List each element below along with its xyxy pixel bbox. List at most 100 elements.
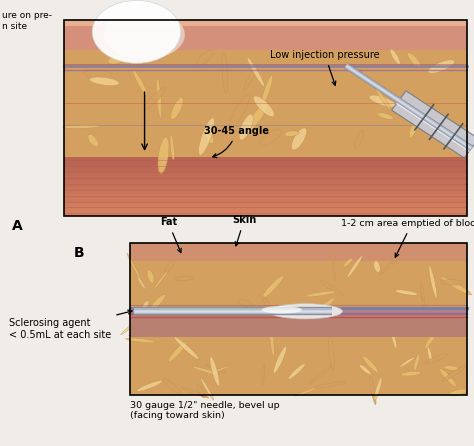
Ellipse shape <box>126 338 155 343</box>
Ellipse shape <box>90 77 119 86</box>
Ellipse shape <box>414 354 419 371</box>
Ellipse shape <box>168 342 187 362</box>
Ellipse shape <box>407 53 421 68</box>
Ellipse shape <box>310 365 332 383</box>
Polygon shape <box>130 337 467 395</box>
Ellipse shape <box>174 337 199 359</box>
Ellipse shape <box>205 128 214 144</box>
Ellipse shape <box>314 382 346 388</box>
Polygon shape <box>130 243 467 261</box>
Ellipse shape <box>181 387 209 398</box>
Ellipse shape <box>196 50 213 66</box>
Ellipse shape <box>359 365 371 375</box>
Ellipse shape <box>428 60 455 73</box>
Ellipse shape <box>92 0 181 63</box>
Polygon shape <box>392 91 474 158</box>
Ellipse shape <box>374 377 382 401</box>
Ellipse shape <box>149 294 165 311</box>
Ellipse shape <box>176 309 181 328</box>
Ellipse shape <box>355 131 364 149</box>
Ellipse shape <box>409 119 419 137</box>
Ellipse shape <box>425 330 437 348</box>
Ellipse shape <box>127 253 143 283</box>
Ellipse shape <box>449 389 466 396</box>
Ellipse shape <box>391 328 397 349</box>
Polygon shape <box>64 209 467 216</box>
Ellipse shape <box>262 364 265 385</box>
Ellipse shape <box>401 372 421 376</box>
Ellipse shape <box>335 314 347 319</box>
Ellipse shape <box>137 277 146 289</box>
Ellipse shape <box>268 304 342 319</box>
Text: Sclerosing agent
< 0.5mL at each site: Sclerosing agent < 0.5mL at each site <box>9 310 132 340</box>
Ellipse shape <box>133 70 147 95</box>
Ellipse shape <box>158 137 169 173</box>
Polygon shape <box>130 307 467 337</box>
Ellipse shape <box>440 369 456 387</box>
Ellipse shape <box>153 268 170 289</box>
Ellipse shape <box>374 260 380 273</box>
Ellipse shape <box>428 347 433 364</box>
Ellipse shape <box>239 114 253 140</box>
Ellipse shape <box>425 354 448 363</box>
Ellipse shape <box>429 265 437 299</box>
Ellipse shape <box>88 134 99 147</box>
Ellipse shape <box>328 336 334 370</box>
Ellipse shape <box>206 366 230 375</box>
Ellipse shape <box>263 296 278 324</box>
Ellipse shape <box>295 387 318 396</box>
Ellipse shape <box>210 356 219 386</box>
Polygon shape <box>64 179 467 187</box>
Text: B: B <box>73 246 84 260</box>
Ellipse shape <box>260 129 282 146</box>
Polygon shape <box>130 261 467 326</box>
Ellipse shape <box>273 346 287 373</box>
Ellipse shape <box>228 94 250 130</box>
Ellipse shape <box>375 88 391 109</box>
Ellipse shape <box>291 306 312 320</box>
Ellipse shape <box>377 113 393 120</box>
Ellipse shape <box>396 310 401 327</box>
Polygon shape <box>64 20 467 50</box>
Ellipse shape <box>170 135 174 160</box>
Polygon shape <box>64 202 467 209</box>
Ellipse shape <box>199 118 214 155</box>
Ellipse shape <box>175 277 194 281</box>
Polygon shape <box>64 187 467 194</box>
Text: A: A <box>12 219 23 233</box>
Ellipse shape <box>262 306 302 314</box>
Ellipse shape <box>444 366 459 370</box>
Ellipse shape <box>197 385 205 398</box>
Polygon shape <box>64 157 467 165</box>
Text: Skin: Skin <box>232 215 256 246</box>
Ellipse shape <box>363 356 378 372</box>
Polygon shape <box>64 20 467 26</box>
Ellipse shape <box>63 125 101 128</box>
Ellipse shape <box>163 378 181 394</box>
Ellipse shape <box>129 314 144 336</box>
Ellipse shape <box>431 306 438 321</box>
Text: 30-45 angle: 30-45 angle <box>204 126 269 157</box>
Ellipse shape <box>261 75 273 106</box>
Ellipse shape <box>165 260 175 272</box>
Text: ure on pre-
n site: ure on pre- n site <box>2 11 52 30</box>
Ellipse shape <box>395 290 418 295</box>
Bar <box>64 20 467 216</box>
Ellipse shape <box>222 53 228 93</box>
Ellipse shape <box>320 281 344 295</box>
Ellipse shape <box>104 10 185 59</box>
Ellipse shape <box>192 367 219 375</box>
Ellipse shape <box>137 380 163 392</box>
Ellipse shape <box>347 256 362 278</box>
Ellipse shape <box>305 291 337 297</box>
Ellipse shape <box>147 269 154 283</box>
Ellipse shape <box>442 366 465 382</box>
Ellipse shape <box>270 324 274 357</box>
Ellipse shape <box>247 57 264 87</box>
Ellipse shape <box>284 131 299 136</box>
Ellipse shape <box>328 314 336 331</box>
Ellipse shape <box>380 255 401 275</box>
Ellipse shape <box>400 357 415 367</box>
Ellipse shape <box>237 300 253 307</box>
Ellipse shape <box>108 56 123 64</box>
